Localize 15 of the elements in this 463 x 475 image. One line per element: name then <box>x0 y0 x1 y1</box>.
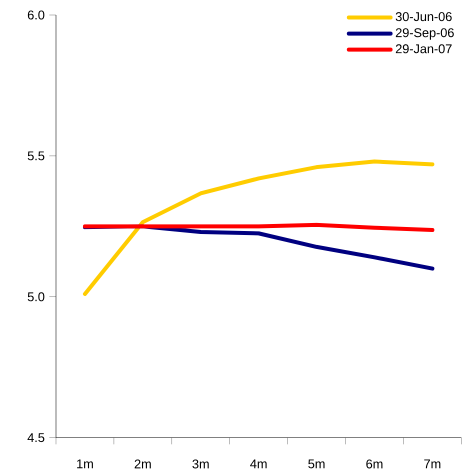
x-tick-label: 2m <box>134 459 151 468</box>
legend-label: 30-Jun-06 <box>396 12 452 22</box>
x-tick-label: 7m <box>424 459 440 468</box>
y-tick-label: 4.5 <box>28 433 44 442</box>
line-series <box>82 160 434 296</box>
y-tick-label: 5.0 <box>28 292 44 302</box>
y-tick-label: 5.5 <box>28 151 44 160</box>
x-tick-label: 5m <box>308 459 325 468</box>
x-tick-label: 3m <box>192 459 209 468</box>
y-tick-label: 6.0 <box>28 10 44 20</box>
x-tick-label: 4m <box>250 459 267 468</box>
x-tick-label: 1m <box>77 459 93 468</box>
legend-label: 29-Jan-07 <box>396 44 452 54</box>
legend-label: 29-Sep-06 <box>396 28 454 40</box>
x-tick-label: 6m <box>366 459 382 468</box>
